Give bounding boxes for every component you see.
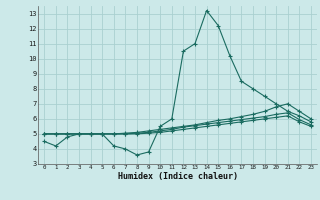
X-axis label: Humidex (Indice chaleur): Humidex (Indice chaleur)	[118, 172, 238, 181]
